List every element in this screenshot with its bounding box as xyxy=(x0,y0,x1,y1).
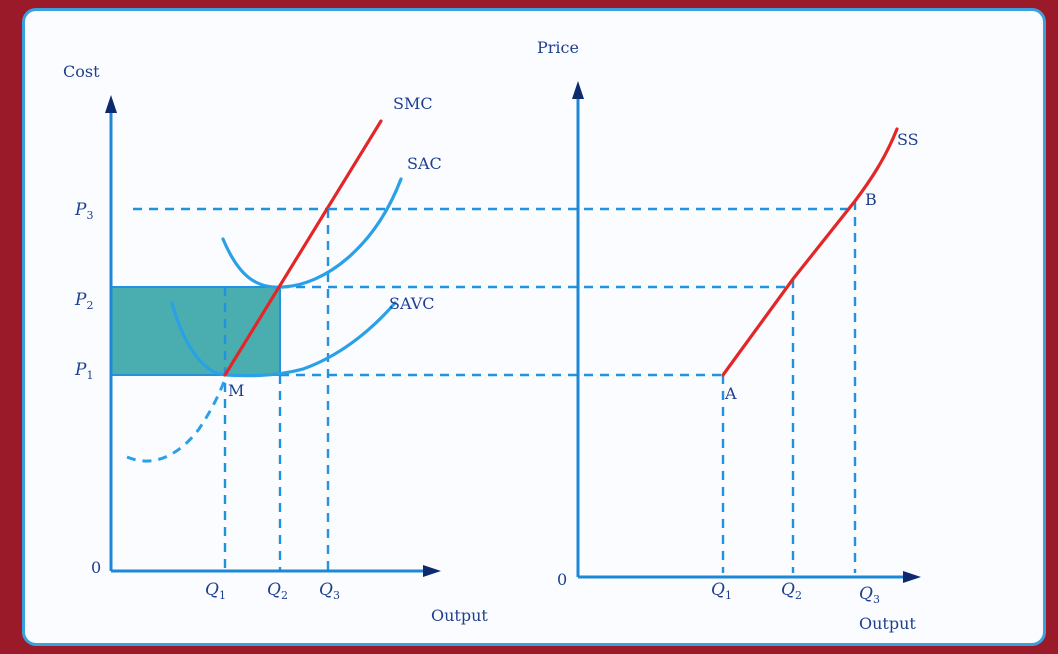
left-xtick-q2: Q2 xyxy=(267,580,288,602)
point-b-label: B xyxy=(865,190,877,209)
right-panel xyxy=(328,81,921,583)
left-ytick-p2: P2 xyxy=(74,290,93,312)
right-xtick-q3: Q3 xyxy=(859,584,880,606)
left-y-arrow xyxy=(105,95,117,113)
right-x-arrow xyxy=(903,571,921,583)
figure-svg: Cost Output 0 P3 P2 P1 Q1 Q2 Q3 SMC SAC … xyxy=(63,38,921,633)
right-y-arrow xyxy=(572,81,584,99)
sac-curve xyxy=(221,177,403,289)
right-xlabel: Output xyxy=(859,614,916,633)
right-xtick-q2: Q2 xyxy=(781,580,802,602)
left-ytick-p3: P3 xyxy=(74,200,93,222)
left-panel xyxy=(105,95,441,577)
savc-curve xyxy=(170,301,397,378)
sac-label: SAC xyxy=(407,154,442,173)
figure-frame: Cost Output 0 P3 P2 P1 Q1 Q2 Q3 SMC SAC … xyxy=(22,8,1046,646)
ss-label: SS xyxy=(897,130,919,149)
ss-curve xyxy=(721,127,899,377)
left-origin-label: 0 xyxy=(91,558,101,577)
left-xtick-q1: Q1 xyxy=(205,580,226,602)
right-ylabel: Price xyxy=(537,38,579,57)
left-xlabel: Output xyxy=(431,606,488,625)
smc-curve xyxy=(223,119,383,377)
smc-dashed-lower xyxy=(126,378,227,463)
left-ylabel: Cost xyxy=(63,62,100,81)
point-m-label: M xyxy=(228,381,244,400)
smc-label: SMC xyxy=(393,94,433,113)
left-xtick-q3: Q3 xyxy=(319,580,340,602)
point-a-label: A xyxy=(724,384,737,403)
left-x-arrow xyxy=(423,565,441,577)
shaded-cost-area xyxy=(110,286,281,376)
right-origin-label: 0 xyxy=(557,570,567,589)
savc-label: SAVC xyxy=(389,294,435,313)
left-ytick-p1: P1 xyxy=(74,360,93,382)
right-xtick-q1: Q1 xyxy=(711,580,732,602)
